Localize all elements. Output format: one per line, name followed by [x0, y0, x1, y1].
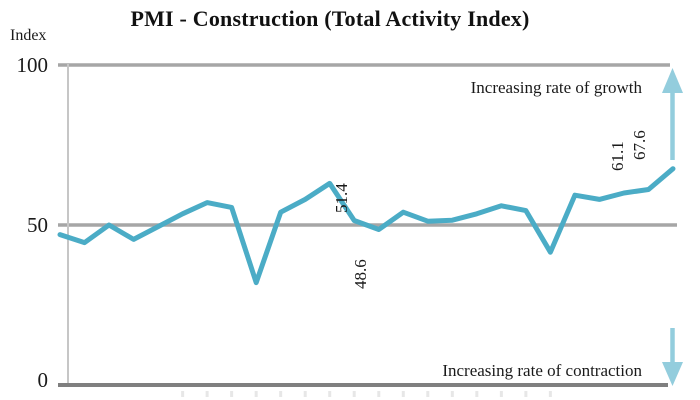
point-label-61.1: 61.1 — [608, 141, 628, 172]
cropped-x-label-mark — [328, 391, 332, 397]
annotation-increasing-contraction: Increasing rate of contraction — [442, 361, 642, 380]
pmi-data-line — [57, 166, 676, 286]
cropped-x-label-mark — [181, 391, 185, 397]
cropped-x-label-mark — [352, 391, 356, 397]
cropped-x-label-mark — [230, 391, 234, 397]
cropped-x-label-mark — [279, 391, 283, 397]
cropped-x-label-mark — [524, 391, 528, 397]
cropped-x-label-mark — [303, 391, 307, 397]
cropped-x-label-mark — [377, 391, 381, 397]
cropped-x-label-mark — [254, 391, 258, 397]
cropped-x-label-mark — [401, 391, 405, 397]
cropped-x-label-mark — [205, 391, 209, 397]
point-label-48.6: 48.6 — [350, 259, 370, 290]
cropped-x-label-mark — [450, 391, 454, 397]
y-tick-100: 100 — [16, 53, 49, 77]
y-tick-50: 50 — [27, 213, 48, 237]
up-arrow-icon — [662, 68, 683, 160]
cropped-x-label-mark — [548, 391, 552, 397]
point-label-51.4: 51.4 — [332, 182, 352, 213]
y-axis-unit-label: Index — [10, 27, 47, 44]
cropped-x-label-mark — [426, 391, 430, 397]
annotation-increasing-growth: Increasing rate of growth — [470, 78, 642, 97]
y-tick-0: 0 — [37, 368, 49, 392]
cropped-x-label-mark — [499, 391, 503, 397]
cropped-x-label-mark — [475, 391, 479, 397]
point-label-67.6: 67.6 — [630, 129, 649, 160]
chart-title: PMI - Construction (Total Activity Index… — [130, 6, 530, 31]
down-arrow-icon — [662, 328, 683, 386]
